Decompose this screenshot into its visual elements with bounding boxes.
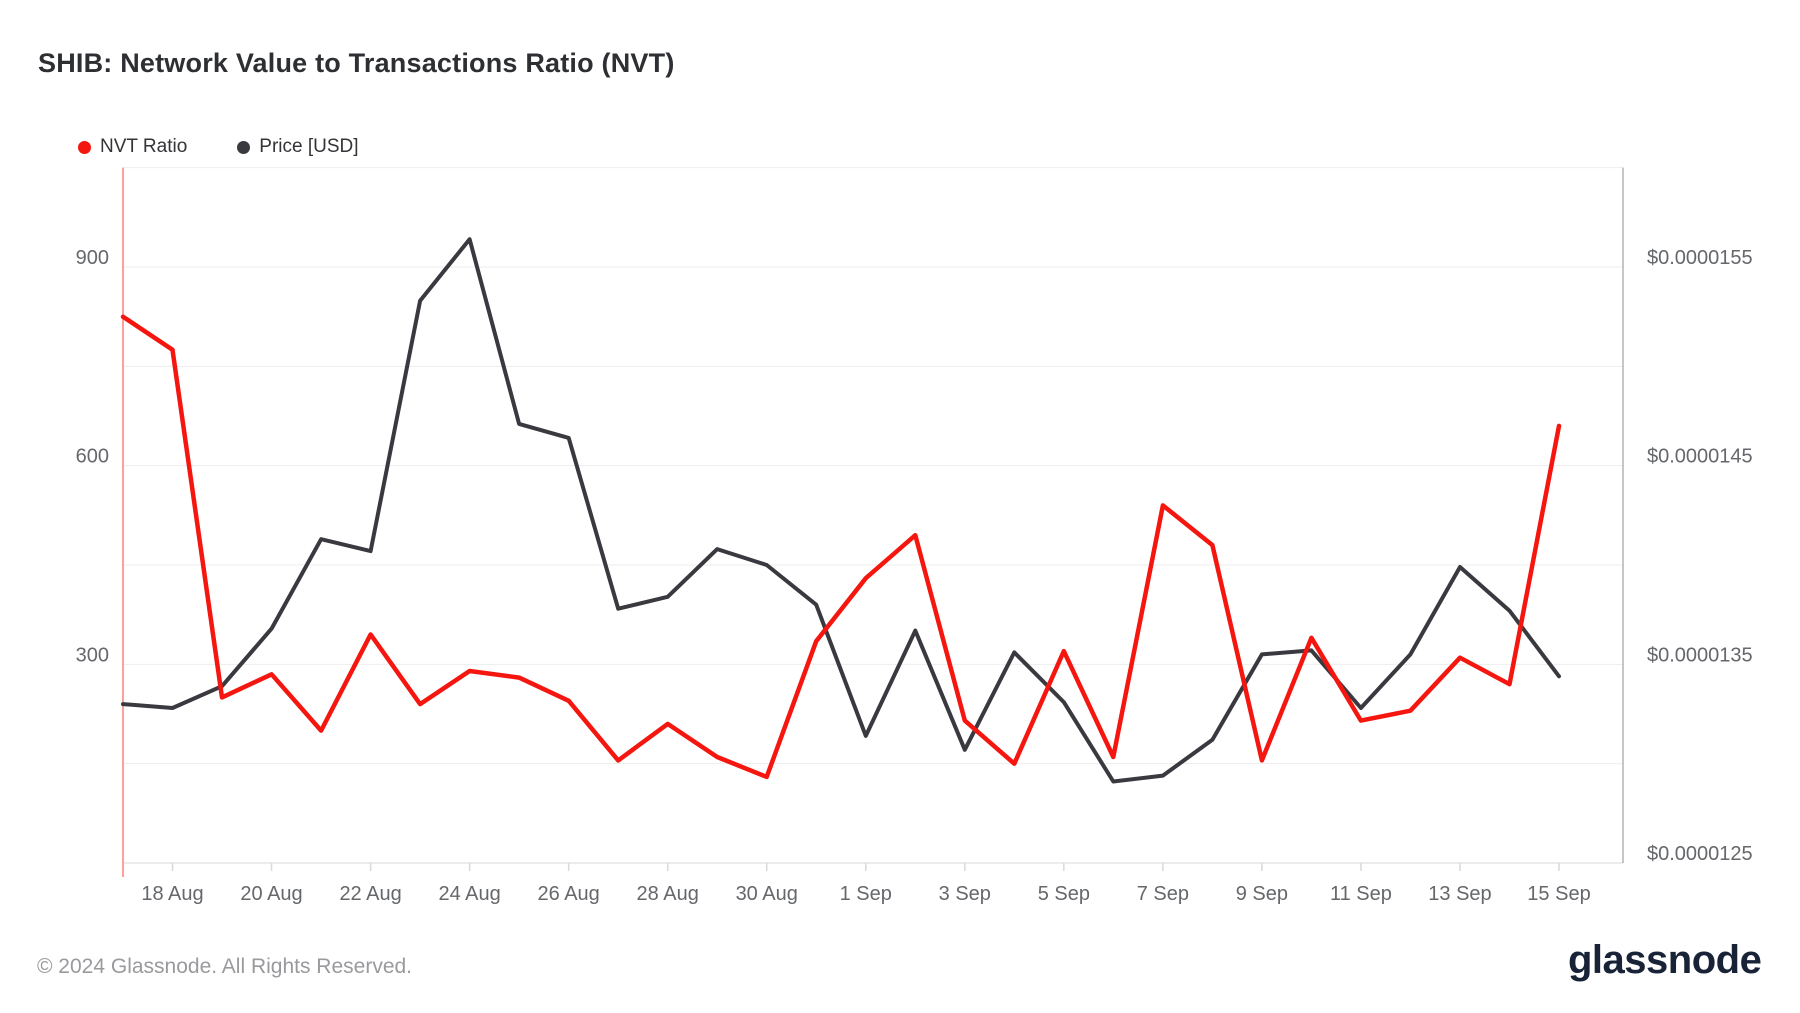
x-axis-label: 9 Sep — [1236, 883, 1288, 905]
x-axis-label: 1 Sep — [840, 883, 892, 905]
x-axis-label: 15 Sep — [1527, 883, 1590, 905]
right-axis-label: $0.0000125 — [1647, 843, 1753, 865]
x-axis-label: 28 Aug — [637, 883, 699, 905]
price-usd-line[interactable] — [121, 237, 1561, 784]
right-axis-label: $0.0000135 — [1647, 644, 1753, 666]
legend-label-price-usd: Price [USD] — [259, 136, 359, 157]
chart-legend: NVT Ratio Price [USD] — [78, 136, 359, 158]
glassnode-logo: glassnode — [1568, 938, 1762, 982]
nvt-ratio-legend-dot-icon — [78, 140, 91, 154]
legend-item-price-usd[interactable]: Price [USD] — [237, 136, 359, 158]
x-axis-label: 26 Aug — [538, 883, 600, 905]
left-axis-label: 600 — [76, 446, 109, 468]
copyright-text: © 2024 Glassnode. All Rights Reserved. — [37, 955, 413, 978]
x-axis-label: 30 Aug — [736, 883, 798, 905]
price-usd-legend-dot-icon — [237, 140, 251, 154]
right-axis-label: $0.0000145 — [1647, 446, 1753, 468]
left-axis-label: 300 — [76, 644, 109, 666]
legend-item-nvt-ratio[interactable]: NVT Ratio — [78, 136, 187, 158]
x-axis-label: 24 Aug — [438, 883, 500, 905]
nvt-ratio-line[interactable] — [120, 314, 1562, 780]
x-axis-label: 18 Aug — [141, 883, 203, 905]
x-axis-label: 20 Aug — [240, 883, 302, 905]
legend-label-nvt-ratio: NVT Ratio — [100, 136, 188, 157]
x-axis-label: 3 Sep — [939, 883, 991, 905]
x-axis-label: 7 Sep — [1137, 883, 1189, 905]
page-title: SHIB: Network Value to Transactions Rati… — [38, 48, 675, 78]
right-axis-label: $0.0000155 — [1647, 247, 1753, 269]
x-axis-label: 22 Aug — [339, 883, 401, 905]
x-axis-label: 11 Sep — [1330, 883, 1392, 905]
x-axis-label: 5 Sep — [1038, 883, 1090, 905]
x-axis-label: 13 Sep — [1428, 883, 1491, 905]
left-axis-label: 900 — [76, 247, 109, 269]
